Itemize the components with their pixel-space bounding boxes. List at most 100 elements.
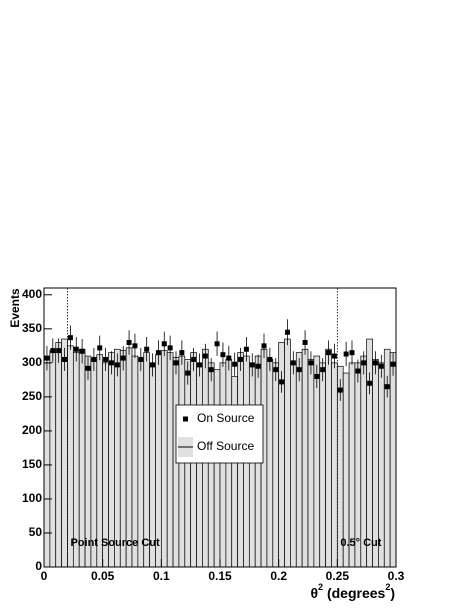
y-tick-label: 150 — [22, 457, 42, 471]
data-point — [249, 362, 255, 368]
histogram-bar — [155, 354, 162, 568]
x-tick-label: 0.3 — [388, 569, 405, 583]
x-tick-label: 0 — [41, 569, 48, 583]
data-point — [361, 360, 367, 366]
histogram-bar — [290, 362, 297, 568]
data-point — [226, 355, 232, 361]
legend-marker — [183, 416, 188, 422]
y-tick-label: 300 — [22, 355, 42, 369]
data-point — [85, 365, 91, 371]
histogram-bar — [61, 338, 68, 568]
x-tick-label: 0.2 — [270, 569, 287, 583]
data-point — [179, 350, 185, 356]
data-point — [73, 346, 79, 352]
histogram-bar — [90, 359, 98, 568]
data-point — [62, 356, 68, 362]
data-point — [232, 361, 238, 367]
data-point — [320, 367, 326, 373]
data-point — [384, 384, 390, 390]
data-point — [79, 348, 85, 354]
histogram-bar — [272, 362, 280, 568]
data-point — [302, 339, 308, 345]
annotation: 0.5° Cut — [340, 537, 381, 549]
data-point — [208, 367, 214, 373]
histogram-bar — [143, 352, 150, 568]
y-tick-label: 400 — [22, 287, 42, 301]
histogram-bar — [114, 348, 121, 568]
data-point — [220, 352, 226, 358]
data-point — [349, 350, 355, 356]
histogram-bar — [331, 362, 338, 568]
data-point — [308, 360, 314, 366]
x-label-part: (degrees — [323, 585, 385, 601]
x-label-part: θ — [310, 585, 318, 601]
data-point — [155, 350, 161, 356]
data-point — [97, 345, 103, 351]
data-point — [296, 367, 302, 373]
data-point — [103, 356, 109, 362]
histogram-bar — [78, 348, 86, 568]
histogram-bar — [301, 348, 309, 568]
data-point — [243, 346, 249, 352]
data-point — [167, 345, 173, 351]
x-tick-label: 0.1 — [153, 569, 170, 583]
legend-label: Off Source — [197, 439, 254, 453]
y-tick-label: 200 — [22, 423, 42, 437]
histogram-bar — [325, 348, 332, 568]
data-point — [390, 361, 396, 367]
histogram-bar — [49, 350, 57, 568]
histogram-bar — [119, 350, 127, 568]
data-point — [56, 348, 62, 354]
histogram-bar — [125, 347, 133, 568]
x-label-part: ) — [390, 585, 395, 601]
histogram-bar — [72, 352, 80, 568]
y-axis-label: Events — [8, 288, 22, 328]
histogram-bar — [372, 359, 379, 568]
data-point — [173, 360, 179, 366]
data-point — [91, 356, 97, 362]
x-label-sup: 2 — [385, 582, 390, 592]
data-point — [331, 353, 337, 359]
x-tick-label: 0.15 — [208, 569, 232, 583]
y-tick-label: 50 — [29, 525, 43, 539]
data-point — [50, 348, 56, 354]
data-point — [314, 373, 320, 379]
data-point — [367, 380, 373, 386]
histogram-bar — [295, 352, 303, 568]
data-point — [284, 329, 290, 335]
data-point — [108, 360, 114, 366]
data-point — [196, 362, 202, 368]
data-point — [279, 379, 285, 385]
histogram-bar — [219, 362, 227, 568]
histogram-bar — [84, 355, 92, 568]
x-label-sup: 2 — [318, 582, 323, 592]
histogram-bar — [248, 362, 256, 568]
histogram-bar — [96, 354, 104, 568]
data-point — [267, 356, 273, 362]
data-point — [138, 356, 144, 362]
histogram-bar — [213, 369, 221, 568]
x-tick-label: 0.25 — [326, 569, 350, 583]
histogram-bar — [266, 359, 274, 568]
data-point — [255, 363, 261, 369]
data-point — [326, 350, 332, 356]
histogram-bar — [166, 352, 174, 568]
histogram-bar — [319, 362, 326, 568]
data-point — [150, 362, 156, 368]
x-tick-label: 0.05 — [91, 569, 115, 583]
histogram-bar — [284, 338, 291, 568]
data-point — [202, 353, 208, 359]
data-point — [161, 341, 167, 347]
histogram-bar — [108, 352, 115, 568]
histogram-bar — [389, 352, 397, 568]
histogram-bar — [360, 355, 368, 568]
data-point — [355, 368, 361, 374]
x-axis-label: θ2 (degrees2) — [310, 582, 395, 600]
histogram-bar — [131, 355, 139, 568]
data-point — [214, 341, 220, 347]
data-point — [126, 339, 132, 345]
data-point — [261, 343, 267, 349]
data-point — [120, 355, 126, 361]
data-point — [273, 367, 279, 373]
